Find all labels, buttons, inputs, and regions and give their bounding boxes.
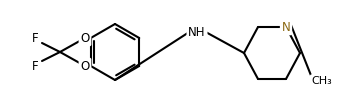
Text: CH₃: CH₃ (312, 76, 332, 86)
Text: F: F (32, 60, 38, 73)
Text: F: F (32, 32, 38, 44)
Text: N: N (282, 20, 290, 33)
Text: NH: NH (188, 26, 206, 39)
Text: O: O (80, 32, 90, 44)
Text: O: O (80, 60, 90, 73)
